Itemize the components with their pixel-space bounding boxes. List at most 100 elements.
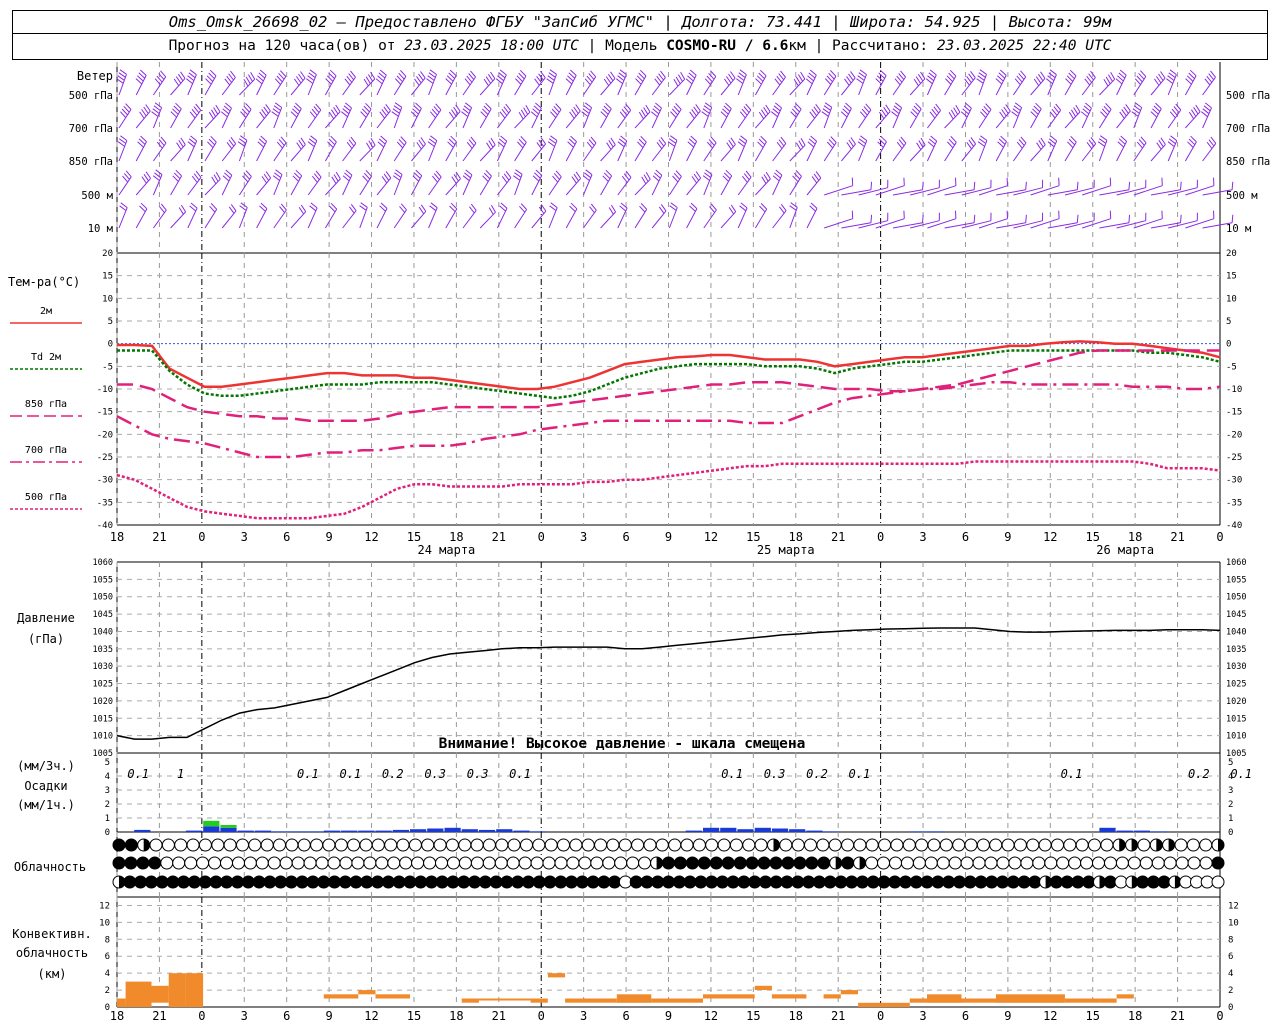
x-tick-label: 9 [1004,530,1011,544]
cloud-cover-symbol [877,856,890,870]
cloud-cover-symbol [565,875,578,889]
cloud-cover-symbol [236,838,249,852]
wind-barb [170,71,186,96]
x-tick-label-bottom: 18 [789,1009,803,1023]
wind-barb [960,102,972,129]
wind-barb [1082,177,1112,196]
wind-barb [961,71,976,96]
wind-barb [359,138,376,162]
wind-barb [1047,135,1058,162]
wind-level-label-right: 500 гПа [1226,90,1270,102]
conv-cloud-bar [168,973,186,1007]
wind-barb [805,69,817,96]
cloud-cover-symbol [566,856,580,870]
cloud-cover-symbol [351,856,365,870]
precip-unit-1h: (мм/1ч.) [17,798,75,812]
wind-barb [513,169,523,196]
cloud-cover-symbol [263,875,277,889]
cloud-cover-symbol [1139,856,1153,870]
wind-barb [1064,104,1081,129]
cloud-cover-symbol [952,838,966,852]
cloud-cover-symbol [643,838,657,852]
cloud-cover-symbol [1199,838,1213,852]
wind-barb [581,102,593,129]
wind-barb [891,102,903,129]
wind-barb [1097,135,1108,162]
precip-bar [685,830,702,832]
wind-barb [615,69,627,96]
x-tick-label: 6 [283,530,290,544]
wind-barb [135,135,147,162]
wind-barb [686,104,701,129]
temp-tick-left: -35 [97,498,113,508]
pressure-tick-left: 1025 [93,680,113,690]
wind-barb [910,212,940,229]
wind-level-label-left: 500 м [81,190,113,202]
cloud-cover-symbol [662,875,675,889]
wind-barb [514,105,531,129]
cloud-cover-symbol [1092,856,1105,870]
wind-barb [531,137,547,162]
wind-barb [996,181,1027,196]
wind-barb [411,204,427,229]
wind-barb [925,69,937,96]
x-tick-label-bottom: 3 [580,1009,587,1023]
cloud-cover-symbol [408,838,422,852]
cloud-cover-symbol [697,856,711,870]
cloud-cover-symbol [1075,838,1089,852]
precip-bar [806,830,823,832]
wind-barb [617,170,632,196]
cloud-cover-symbol [948,856,962,870]
cloud-cover-symbol [1127,856,1141,870]
precip-3h-label: 0.1 [1061,767,1083,781]
cloud-half-symbol [119,876,125,888]
cloud-cover-symbol [733,856,747,870]
pressure-tick-left: 1010 [93,732,113,742]
wind-barb [271,102,283,129]
wind-barb [307,202,318,229]
precip-bar-light [220,825,237,828]
date-label: 25 марта [757,543,815,557]
wind-barb [273,136,287,162]
precip-bar [771,828,789,832]
wind-barb [445,135,457,162]
wind-barb [1202,214,1234,229]
wind-barb [238,202,248,229]
wind-barb [1030,137,1046,162]
wind-barb [239,72,256,96]
wind-barb [841,71,856,96]
wind-barb [1045,69,1057,96]
cloud-cover-symbol [124,856,138,870]
wind-barb [185,69,197,96]
wind-barb [325,104,341,129]
cloud-cover-symbol [542,856,556,870]
precip-bar [306,831,323,832]
cloud-cover-symbol [1006,875,1020,889]
wind-barb [290,169,303,196]
x-tick-label-bottom: 9 [665,1009,672,1023]
wind-barb [617,135,628,162]
wind-barb [220,102,232,129]
cloud-cover-symbol [297,838,311,852]
wind-barb [1116,104,1131,129]
conv-unit: (км) [38,967,67,981]
precip-unit-3h: (мм/3ч.) [17,759,75,773]
wind-barb [582,203,597,229]
precip-3h-label: 0.1 [127,767,149,781]
cloud-cover-symbol [1068,856,1082,870]
wind-barb [1184,69,1197,96]
cloud-half-symbol [1174,876,1181,888]
wind-barb [170,204,187,229]
cloud-cover-symbol [614,856,628,870]
wind-barb [754,69,767,96]
cloud-half-symbol [773,839,780,851]
conv-cloud-bar [151,985,169,1003]
wind-barb [1047,103,1062,129]
wind-barb [875,210,905,229]
cloud-cover-symbol [1044,856,1058,870]
wind-barb [359,71,376,96]
wind-barb [530,102,542,129]
cloud-cover-symbol [1017,875,1031,889]
x-tick-label: 9 [665,530,672,544]
cloud-cover-symbol [220,856,233,870]
